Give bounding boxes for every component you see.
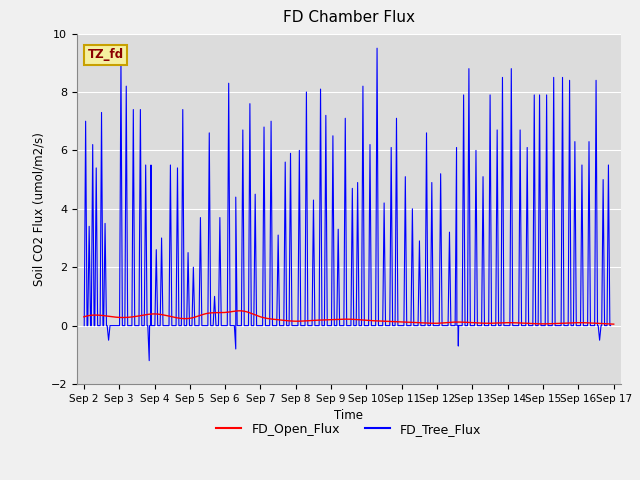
Y-axis label: Soil CO2 Flux (umol/m2/s): Soil CO2 Flux (umol/m2/s) <box>32 132 45 286</box>
Line: FD_Tree_Flux: FD_Tree_Flux <box>84 48 611 360</box>
FD_Open_Flux <box>80 314 88 320</box>
FD_Tree_Flux <box>607 323 614 328</box>
FD_Tree_Flux <box>366 142 374 147</box>
FD_Open_Flux <box>610 321 618 327</box>
FD_Tree_Flux <box>181 323 189 328</box>
FD_Open_Flux <box>144 312 152 317</box>
Legend: FD_Open_Flux, FD_Tree_Flux: FD_Open_Flux, FD_Tree_Flux <box>211 418 486 441</box>
FD_Tree_Flux <box>145 358 153 363</box>
FD_Tree_Flux <box>373 45 381 51</box>
FD_Tree_Flux <box>225 80 232 86</box>
FD_Tree_Flux <box>81 323 88 328</box>
FD_Open_Flux <box>415 320 422 325</box>
Line: FD_Open_Flux: FD_Open_Flux <box>84 311 614 324</box>
FD_Tree_Flux <box>515 323 522 328</box>
Title: FD Chamber Flux: FD Chamber Flux <box>283 11 415 25</box>
X-axis label: Time: Time <box>334 409 364 422</box>
FD_Open_Flux <box>236 308 243 314</box>
FD_Open_Flux <box>467 320 474 325</box>
FD_Open_Flux <box>291 318 299 324</box>
FD_Open_Flux <box>254 313 262 319</box>
FD_Tree_Flux <box>84 323 92 328</box>
Text: TZ_fd: TZ_fd <box>88 48 124 61</box>
FD_Tree_Flux <box>522 323 530 328</box>
FD_Open_Flux <box>464 320 472 325</box>
